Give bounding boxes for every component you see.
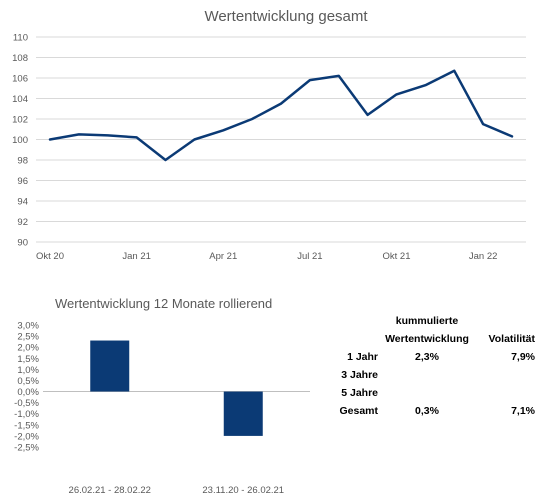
y-tick-label: 2,5%	[17, 332, 39, 343]
x-tick-label: Jan 21	[122, 251, 151, 262]
line-chart: Wertentwicklung gesamt 90 92 94 96 98 100 102 10…	[12, 8, 526, 262]
y-tick-label: 96	[17, 176, 28, 187]
y-tick-label: 98	[17, 156, 28, 167]
x-tick-label: Okt 20	[36, 251, 64, 262]
y-tick-label: -2,0%	[14, 431, 39, 442]
stats-row-label: Gesamt	[339, 405, 378, 417]
stats-row-volatility: 7,1%	[511, 405, 535, 417]
x-tick-label: Jul 21	[297, 251, 322, 262]
stats-row-label: 1 Jahr	[347, 351, 378, 363]
y-tick-label: -2,5%	[14, 443, 39, 454]
stats-row: Gesamt 0,3% 7,1%	[330, 402, 535, 420]
stats-row-volatility: 7,9%	[511, 351, 535, 363]
y-tick-label: 100	[12, 135, 28, 146]
y-tick-label: 90	[17, 238, 28, 249]
stats-row-label: 3 Jahre	[341, 369, 378, 381]
y-tick-label: 1,0%	[17, 365, 39, 376]
chart-title: Wertentwicklung gesamt	[204, 8, 368, 25]
y-tick-label: 110	[13, 33, 28, 44]
bar	[223, 391, 263, 436]
y-tick-label: 104	[12, 94, 28, 105]
bar	[90, 340, 130, 392]
chart-title: Wertentwicklung 12 Monate rollierend	[55, 296, 272, 311]
stats-row-volatility	[472, 384, 535, 402]
y-tick-label: 106	[12, 74, 28, 85]
stats-row-performance: 0,3%	[415, 405, 439, 417]
y-tick-label: -0,5%	[14, 398, 39, 409]
x-tick-label: 26.02.21 - 28.02.22	[69, 485, 151, 496]
bar-chart: Wertentwicklung 12 Monate rollierend 3,0%…	[14, 296, 310, 496]
stats-header-performance: Wertentwicklung	[385, 333, 469, 345]
stats-row: 5 Jahre	[330, 384, 535, 402]
x-tick-label: Jan 22	[469, 251, 498, 262]
x-tick-label: Okt 21	[383, 251, 411, 262]
y-tick-label: 1,5%	[17, 354, 39, 365]
y-tick-label: 108	[12, 53, 28, 64]
stats-row-label: 5 Jahre	[341, 387, 378, 399]
stats-header-top: kummulierte	[395, 315, 459, 327]
x-tick-label: 23.11.20 - 26.02.21	[202, 485, 284, 496]
y-tick-label: -1,0%	[14, 409, 39, 420]
y-tick-label: 0,5%	[17, 376, 39, 387]
y-tick-label: -1,5%	[14, 420, 39, 431]
y-tick-label: 102	[12, 115, 28, 126]
x-tick-label: Apr 21	[209, 251, 237, 262]
stats-row: 1 Jahr 2,3% 7,9%	[330, 348, 535, 366]
stats-header-volatility: Volatilität	[488, 333, 535, 345]
y-tick-label: 92	[17, 217, 28, 228]
stats-row: 3 Jahre	[330, 366, 535, 384]
y-tick-label: 3,0%	[17, 321, 39, 332]
series-line	[48, 69, 514, 162]
stats-row-performance	[382, 384, 472, 402]
stats-row-volatility	[472, 366, 535, 384]
y-tick-label: 2,0%	[17, 343, 39, 354]
stats-row-performance	[382, 366, 472, 384]
stats-row-performance: 2,3%	[415, 351, 439, 363]
y-tick-label: 0,0%	[17, 387, 39, 398]
y-tick-label: 94	[17, 197, 28, 208]
stats-table: kummulierte Wertentwicklung Volatilität …	[330, 312, 540, 420]
